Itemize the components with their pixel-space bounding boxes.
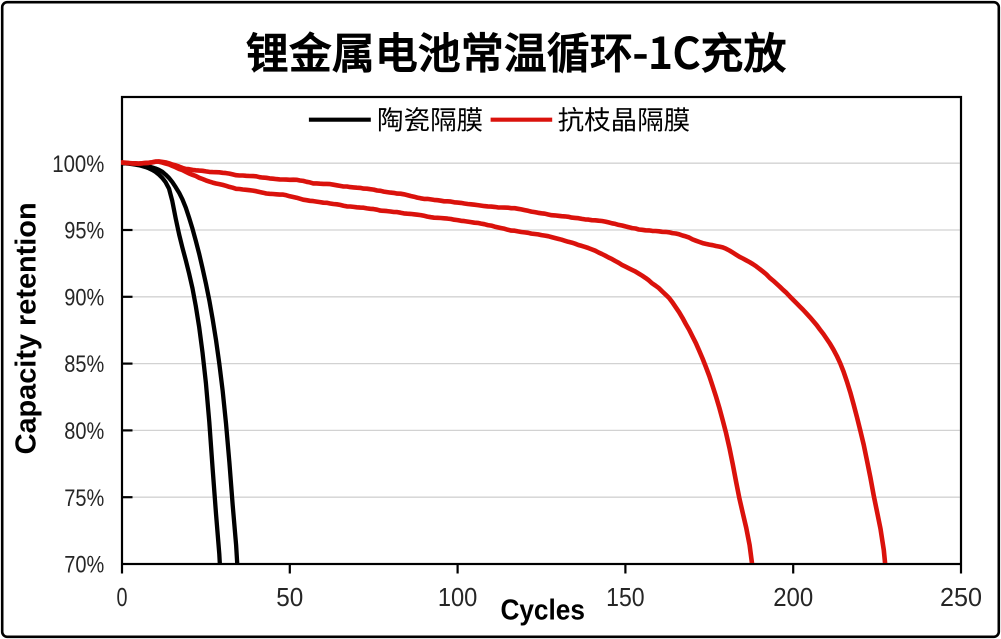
svg-text:75%: 75%	[64, 485, 104, 512]
svg-text:85%: 85%	[64, 351, 104, 378]
svg-text:100: 100	[438, 582, 478, 612]
svg-text:100%: 100%	[52, 151, 104, 178]
svg-text:90%: 90%	[64, 284, 104, 311]
svg-text:50: 50	[276, 582, 303, 612]
svg-text:Cycles: Cycles	[500, 595, 585, 627]
svg-text:80%: 80%	[64, 418, 104, 445]
svg-text:70%: 70%	[64, 552, 104, 579]
svg-text:0: 0	[117, 582, 128, 612]
svg-text:Capacity retention: Capacity retention	[11, 202, 43, 454]
svg-text:150: 150	[606, 582, 645, 612]
svg-text:200: 200	[773, 582, 813, 612]
svg-text:250: 250	[940, 582, 982, 612]
svg-text:95%: 95%	[64, 218, 104, 245]
